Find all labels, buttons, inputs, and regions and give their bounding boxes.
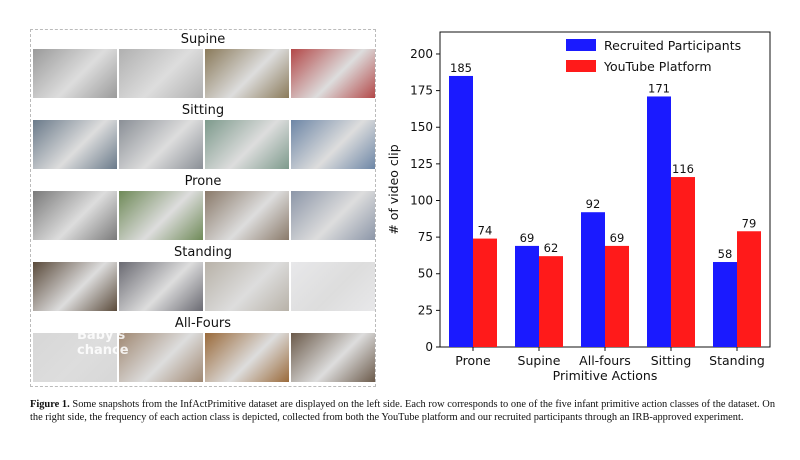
snapshot-image xyxy=(205,191,289,240)
snapshot-image xyxy=(119,333,203,382)
snapshot-image xyxy=(205,49,289,98)
bar-chart: 0 25 50 75 100 125 150 175 200 185 74 Prone 69 62 Supi… xyxy=(386,31,771,383)
bar-value-label: 92 xyxy=(586,197,601,211)
snapshot-image xyxy=(33,120,117,169)
snapshot-image xyxy=(119,120,203,169)
legend-label: YouTube Platform xyxy=(603,59,712,74)
x-tick-label: Supine xyxy=(518,353,561,368)
y-tick-label: 0 xyxy=(425,340,433,354)
snapshot-image xyxy=(205,120,289,169)
x-axis-label: Primitive Actions xyxy=(553,368,658,383)
bar-youtube xyxy=(473,238,497,347)
snapshot-image xyxy=(291,333,375,382)
bar-youtube xyxy=(671,177,695,347)
row-title-standing: Standing xyxy=(31,245,375,261)
bar-recruited xyxy=(647,96,671,347)
snapshot-image xyxy=(119,49,203,98)
bar-youtube xyxy=(605,245,629,347)
figure-caption: Figure 1. Some snapshots from the InfAct… xyxy=(30,398,775,424)
legend-swatch xyxy=(566,60,596,72)
bar-value-label: 69 xyxy=(610,231,625,245)
legend-swatch xyxy=(566,39,596,51)
x-tick-label: All-fours xyxy=(579,353,631,368)
snapshot-image xyxy=(291,262,375,311)
bar-value-label: 74 xyxy=(478,224,493,238)
row-title-prone: Prone xyxy=(31,174,375,190)
y-tick-label: 175 xyxy=(410,84,433,98)
snapshot-image xyxy=(205,333,289,382)
legend-label: Recruited Participants xyxy=(604,38,741,53)
snapshot-image xyxy=(119,262,203,311)
y-tick-label: 125 xyxy=(410,157,433,171)
y-tick-label: 200 xyxy=(410,47,433,61)
snapshot-image xyxy=(33,262,117,311)
snapshot-image xyxy=(291,120,375,169)
bar-value-label: 171 xyxy=(648,81,670,95)
y-tick-label: 25 xyxy=(418,303,433,317)
bar-value-label: 185 xyxy=(450,61,472,75)
x-tick-label: Standing xyxy=(709,353,765,368)
bar-value-label: 58 xyxy=(718,247,733,261)
bar-value-label: 79 xyxy=(742,216,757,230)
bar-recruited xyxy=(515,245,539,347)
snapshot-image xyxy=(205,262,289,311)
watermark-text: Baby's chance xyxy=(77,328,129,358)
caption-label: Figure 1. xyxy=(30,399,70,410)
bar-recruited xyxy=(713,262,737,347)
y-axis-label: # of video clip xyxy=(386,144,401,234)
snapshot-image xyxy=(33,191,117,240)
caption-text: Some snapshots from the InfActPrimitive … xyxy=(30,399,776,423)
snapshot-image xyxy=(119,191,203,240)
row-title-all-fours: All-Fours xyxy=(31,316,375,332)
y-tick-label: 75 xyxy=(418,230,433,244)
x-tick-label: Sitting xyxy=(651,353,692,368)
y-tick-label: 150 xyxy=(410,120,433,134)
bar-youtube xyxy=(539,256,563,347)
bar-recruited xyxy=(581,212,605,347)
snapshot-panel: Supine Sitting Prone Standing All-Fours Baby'… xyxy=(30,29,376,387)
bar-recruited xyxy=(449,75,473,347)
y-tick-label: 100 xyxy=(410,193,433,207)
bar-youtube xyxy=(737,231,761,347)
bar-value-label: 69 xyxy=(520,231,535,245)
x-tick-label: Prone xyxy=(455,353,491,368)
snapshot-image xyxy=(33,49,117,98)
row-title-supine: Supine xyxy=(31,32,375,48)
snapshot-image xyxy=(33,333,117,382)
row-title-sitting: Sitting xyxy=(31,103,375,119)
bar-value-label: 62 xyxy=(544,241,559,255)
snapshot-image xyxy=(291,49,375,98)
bar-value-label: 116 xyxy=(672,162,694,176)
snapshot-image xyxy=(291,191,375,240)
y-tick-label: 50 xyxy=(418,267,433,281)
